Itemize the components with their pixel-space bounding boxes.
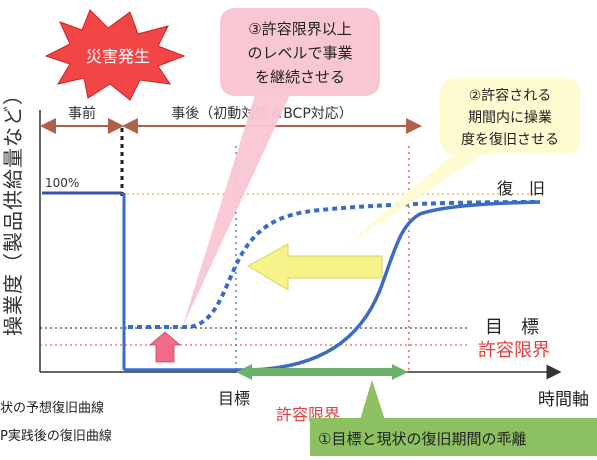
bottom-target-label: 目標 [218, 389, 250, 408]
callout2-line2: 期間内に操業 [468, 110, 552, 126]
expected-recovery-curve [124, 200, 541, 372]
callout1-pointer [360, 380, 385, 420]
callout3-pointer [182, 95, 290, 328]
callout2-line1: ②許容される [469, 87, 552, 104]
x-axis-label: 時間軸 [538, 390, 589, 410]
callout3-line3: を継続させる [255, 68, 345, 86]
callout3-line1: ③許容限界以上 [248, 20, 351, 38]
callout3-box [220, 8, 380, 96]
disaster-burst [44, 9, 186, 101]
hundred-label: 100% [45, 176, 79, 190]
legend-line2: P実践後の復旧曲線 [0, 428, 112, 444]
y-axis-label: 操業度（製品供給量など） [1, 84, 25, 336]
legend-line1: 状の予想復旧曲線 [0, 400, 104, 416]
callout2-box [440, 78, 580, 154]
green-double-arrow [236, 364, 408, 380]
yellow-left-arrow [246, 243, 383, 291]
pink-up-arrow [148, 331, 182, 363]
callout3-line2: のレベルで事業 [247, 44, 352, 62]
bcp-recovery-curve [128, 200, 541, 329]
callout1-box [310, 418, 597, 456]
recovery-label: 復 旧 [497, 179, 545, 198]
burst-label: 災害発生 [86, 47, 150, 66]
pre-label: 事前 [68, 105, 96, 122]
target-label: 目 標 [485, 317, 539, 338]
callout2-line3: 度を復旧させる [461, 131, 559, 148]
callout1-label: ①目標と現状の復旧期間の乖離 [318, 430, 526, 448]
callout2-pointer [345, 148, 490, 246]
tolerance-label: 許容限界 [478, 340, 550, 361]
